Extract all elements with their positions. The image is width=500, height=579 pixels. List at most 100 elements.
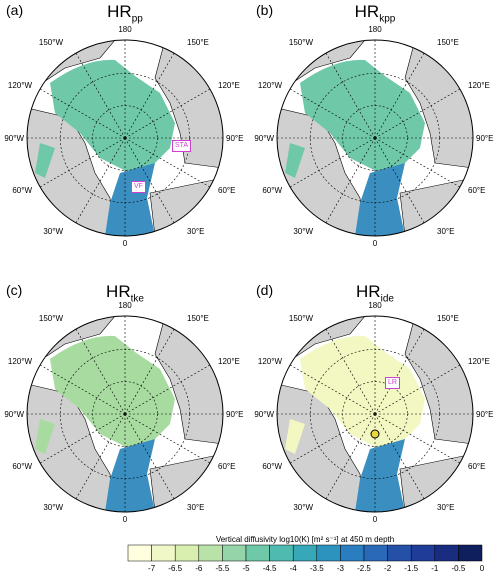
lon-label-bottom_left: 30°W xyxy=(293,503,313,512)
lon-label-top_right: 150°E xyxy=(437,38,459,47)
lon-label-bottom_right: 30°E xyxy=(187,227,204,236)
colorbar-tick-label: -4.5 xyxy=(262,564,277,573)
polar-map: 180 150°W 150°E 120°W 120°E 90°W 90°E 60°W 60°E 3… xyxy=(4,25,243,248)
colorbar-swatch xyxy=(222,544,247,562)
colorbar-swatch xyxy=(292,544,318,562)
colorbar-swatch xyxy=(434,544,459,562)
lon-label-lower_left: 60°W xyxy=(262,186,282,195)
colorbar-tick-label: -2 xyxy=(384,564,392,573)
lon-label-top_right: 150°E xyxy=(437,314,459,323)
lon-label-top_left: 150°W xyxy=(39,38,64,47)
lon-label-top_left: 150°W xyxy=(289,38,314,47)
lon-label-upper_left: 120°W xyxy=(258,81,283,90)
polar-map: 180 150°W 150°E 120°W 120°E 90°W 90°E 60°W 60°E 3… xyxy=(4,301,243,524)
lon-label-top_right: 150°E xyxy=(187,314,209,323)
polar-map: 180 150°W 150°E 120°W 120°E 90°W 90°E 60°W 60°E 3… xyxy=(254,301,493,524)
lon-label-upper_right: 120°E xyxy=(468,357,490,366)
lon-label-mid_right: 90°E xyxy=(476,410,493,419)
lon-label-top: 180 xyxy=(118,301,132,310)
lon-label-bottom_left: 30°W xyxy=(293,227,313,236)
lon-label-upper_left: 120°W xyxy=(8,81,33,90)
colorbar-tick-label: -3 xyxy=(336,564,344,573)
lon-label-lower_left: 60°W xyxy=(12,186,32,195)
colorbar-swatch xyxy=(198,544,223,562)
colorbar-swatch xyxy=(458,544,483,562)
colorbar-swatch xyxy=(410,544,436,562)
lon-label-upper_right: 120°E xyxy=(218,357,240,366)
lon-label-bottom: 0 xyxy=(373,515,378,524)
lon-label-lower_right: 60°E xyxy=(218,462,235,471)
lon-label-mid_right: 90°E xyxy=(476,134,493,143)
region-tag-sta: STA xyxy=(172,140,192,152)
lon-label-lower_left: 60°W xyxy=(12,462,32,471)
lon-label-mid_left: 90°W xyxy=(254,410,274,419)
colorbar-tick-label: -6.5 xyxy=(168,564,183,573)
lon-label-bottom: 0 xyxy=(123,515,128,524)
greenland-sea-patch xyxy=(285,143,305,178)
colorbar-tick-label: -1.5 xyxy=(404,564,419,573)
colorbar-swatch xyxy=(340,544,365,562)
panel-label: (c) xyxy=(6,282,23,298)
lon-label-top_right: 150°E xyxy=(187,38,209,47)
colorbar-swatch xyxy=(387,544,412,562)
lon-label-mid_left: 90°W xyxy=(4,134,24,143)
lon-label-top_left: 150°W xyxy=(289,314,314,323)
lon-label-top: 180 xyxy=(118,25,132,34)
lon-label-mid_right: 90°E xyxy=(226,410,243,419)
lon-label-lower_right: 60°E xyxy=(468,462,485,471)
atlantic-inflow-field xyxy=(105,439,155,512)
colorbar-tick-label: -2.5 xyxy=(357,564,371,573)
lon-label-lower_right: 60°E xyxy=(468,186,485,195)
lon-label-bottom_right: 30°E xyxy=(437,503,454,512)
panel-c: (c) HRtke 180 150°W 150°E 120°W 120°E 90°W 90°… xyxy=(0,262,250,524)
panel-d: (d) HRide 180 150°W 150°E 120°W 120°E 90°W 90°… xyxy=(250,262,500,524)
atlantic-inflow-field xyxy=(355,439,405,512)
panel-b: (b) HRkpp 180 150°W 150°E 120°W 120°E 90°W 90°… xyxy=(250,0,500,262)
lon-label-bottom_left: 30°W xyxy=(43,227,63,236)
greenland-sea-patch xyxy=(285,419,305,454)
lon-label-bottom: 0 xyxy=(373,239,378,248)
region-tag-lr: LR xyxy=(385,377,400,389)
lon-label-mid_left: 90°W xyxy=(4,410,24,419)
lon-label-top: 180 xyxy=(368,301,382,310)
lon-label-mid_left: 90°W xyxy=(254,134,274,143)
panel-title: HRkpp xyxy=(354,2,396,25)
region-tag-vf: VF xyxy=(131,181,146,193)
site-marker xyxy=(370,429,380,439)
colorbar-tick-label: -1 xyxy=(431,564,439,573)
lon-label-upper_left: 120°W xyxy=(8,357,33,366)
lon-label-bottom: 0 xyxy=(123,239,128,248)
colorbar-swatch xyxy=(127,544,152,562)
panel-label: (b) xyxy=(256,2,274,18)
lon-label-bottom_right: 30°E xyxy=(187,503,204,512)
panel-label: (d) xyxy=(256,282,274,298)
colorbar-tick-label: -3.5 xyxy=(309,564,324,573)
colorbar-swatch xyxy=(174,544,200,562)
lon-label-lower_right: 60°E xyxy=(218,186,235,195)
greenland-sea-patch xyxy=(35,143,55,178)
colorbar-tick-label: -5 xyxy=(242,564,250,573)
atlantic-inflow-field xyxy=(355,163,405,236)
colorbar-tick-label: -6 xyxy=(195,564,203,573)
colorbar-tick-label: -7 xyxy=(148,564,156,573)
lon-label-top: 180 xyxy=(368,25,382,34)
greenland-sea-patch xyxy=(35,419,55,454)
colorbar-tick-label: -5.5 xyxy=(215,564,230,573)
lon-label-bottom_left: 30°W xyxy=(43,503,63,512)
colorbar-title: Vertical diffusivity log10(K) [m² s⁻¹] a… xyxy=(215,535,395,544)
colorbar-swatch xyxy=(363,544,388,562)
lon-label-upper_right: 120°E xyxy=(218,81,240,90)
colorbar-swatch xyxy=(316,544,341,562)
panel-title: HRtke xyxy=(106,282,144,305)
lon-label-lower_left: 60°W xyxy=(262,462,282,471)
panel-title: HRide xyxy=(356,282,394,305)
colorbar-swatch xyxy=(245,544,270,562)
lon-label-mid_right: 90°E xyxy=(226,134,243,143)
panel-label: (a) xyxy=(6,2,24,18)
colorbar-swatch xyxy=(151,544,176,562)
polar-map: 180 150°W 150°E 120°W 120°E 90°W 90°E 60°W 60°E 3… xyxy=(254,25,493,248)
lon-label-bottom_right: 30°E xyxy=(437,227,454,236)
panel-a: (a) HRpp 180 150°W 150°E 120°W 120°E 90°W 90°E… xyxy=(0,0,250,262)
colorbar-tick-label: -4 xyxy=(289,564,297,573)
colorbar-tick-label: -0.5 xyxy=(451,564,466,573)
